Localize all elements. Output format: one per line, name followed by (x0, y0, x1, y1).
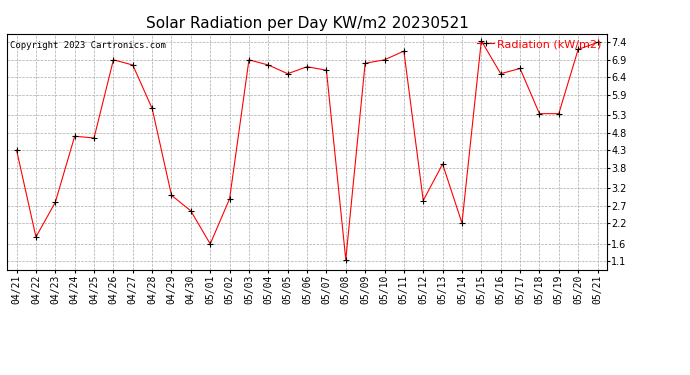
Radiation (kW/m2) (51, 200, 59, 204)
Radiation (kW/m2) (187, 209, 195, 213)
Radiation (kW/m2) (574, 47, 582, 52)
Radiation (kW/m2) (32, 235, 40, 239)
Radiation (kW/m2) (70, 134, 79, 138)
Radiation (kW/m2) (303, 64, 311, 69)
Radiation (kW/m2) (516, 66, 524, 71)
Radiation (kW/m2) (245, 57, 253, 62)
Radiation (kW/m2) (90, 136, 98, 140)
Radiation (kW/m2) (477, 39, 486, 43)
Radiation (kW/m2) (400, 49, 408, 53)
Line: Radiation (kW/m2): Radiation (kW/m2) (14, 38, 600, 262)
Radiation (kW/m2) (322, 68, 331, 72)
Radiation (kW/m2) (12, 148, 21, 152)
Radiation (kW/m2) (109, 57, 117, 62)
Title: Solar Radiation per Day KW/m2 20230521: Solar Radiation per Day KW/m2 20230521 (146, 16, 469, 31)
Text: Copyright 2023 Cartronics.com: Copyright 2023 Cartronics.com (10, 41, 166, 50)
Legend: Radiation (kW/m2): Radiation (kW/m2) (473, 35, 606, 54)
Radiation (kW/m2) (342, 257, 350, 262)
Radiation (kW/m2) (555, 111, 563, 116)
Radiation (kW/m2) (284, 72, 292, 76)
Radiation (kW/m2) (593, 40, 602, 45)
Radiation (kW/m2) (148, 106, 156, 111)
Radiation (kW/m2) (226, 196, 234, 201)
Radiation (kW/m2) (497, 72, 505, 76)
Radiation (kW/m2) (458, 221, 466, 225)
Radiation (kW/m2) (380, 57, 388, 62)
Radiation (kW/m2) (361, 61, 369, 66)
Radiation (kW/m2) (535, 111, 544, 116)
Radiation (kW/m2) (128, 63, 137, 67)
Radiation (kW/m2) (168, 193, 176, 198)
Radiation (kW/m2) (264, 63, 273, 67)
Radiation (kW/m2) (419, 198, 427, 203)
Radiation (kW/m2) (206, 242, 215, 246)
Radiation (kW/m2) (438, 162, 446, 166)
